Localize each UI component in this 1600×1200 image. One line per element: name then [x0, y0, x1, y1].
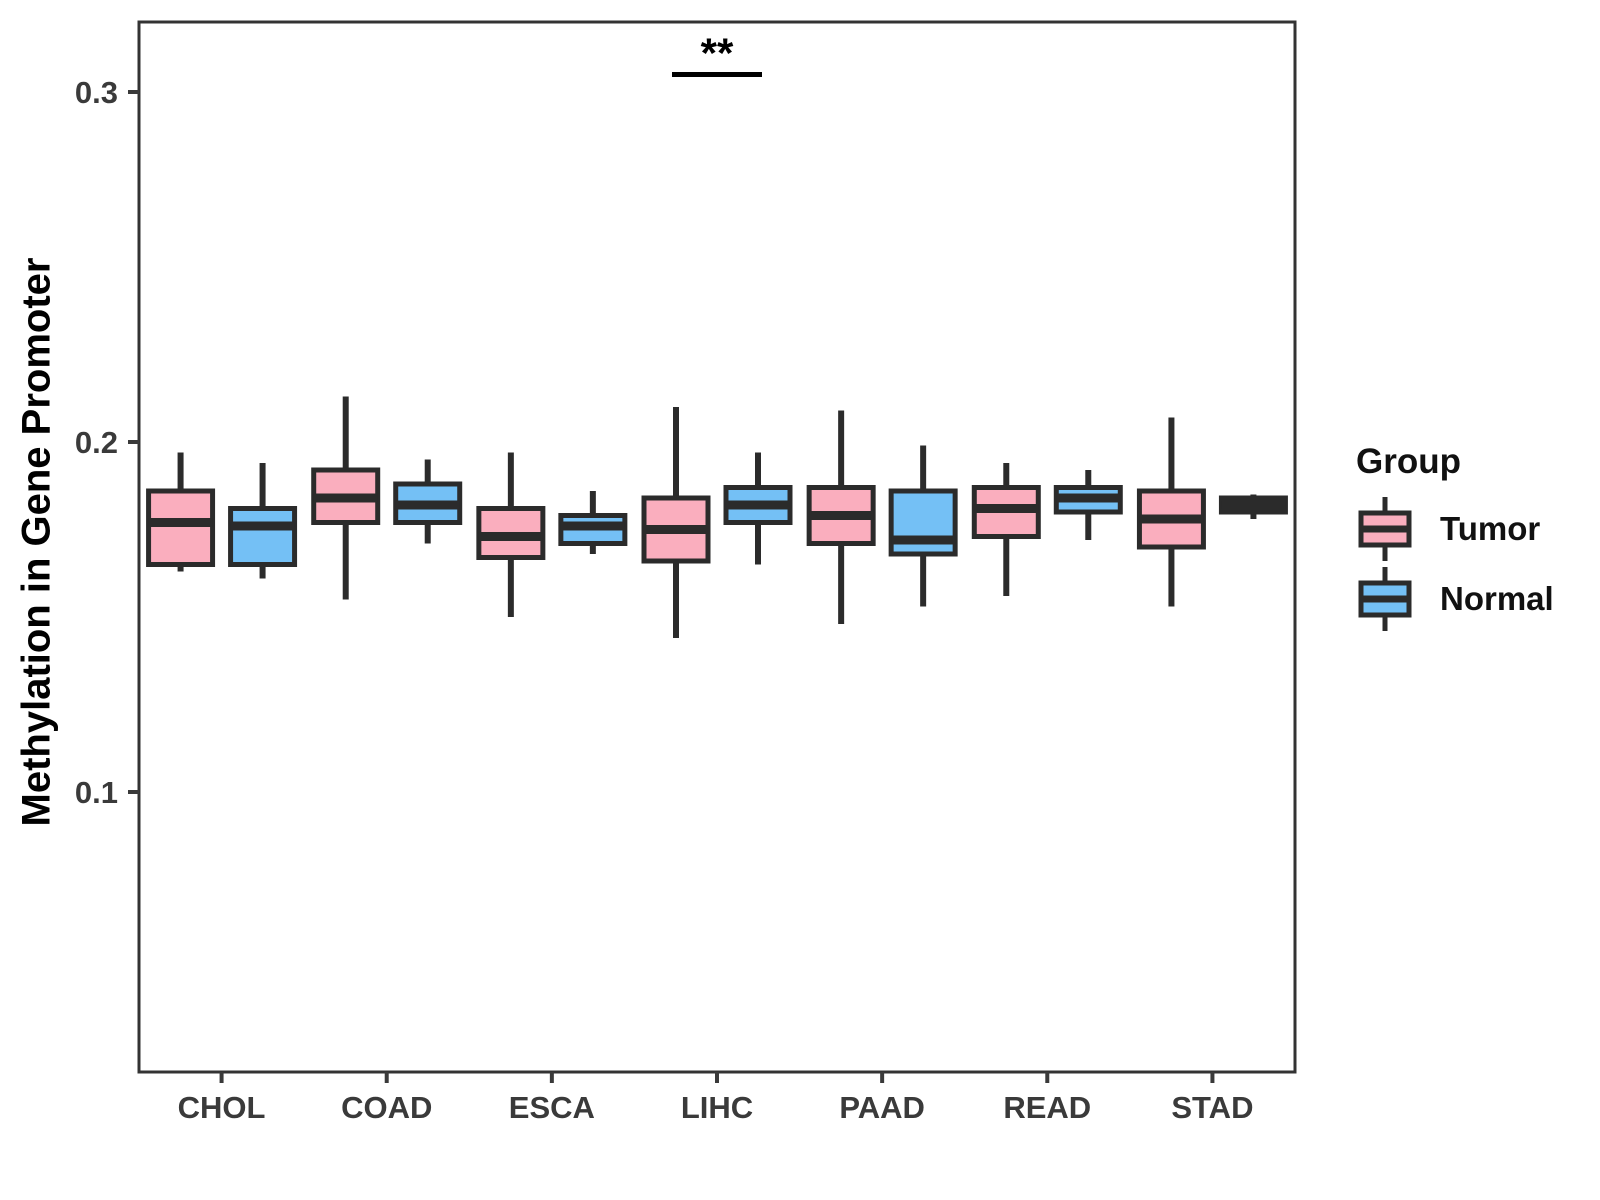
legend-item-normal: Normal: [1356, 564, 1554, 634]
y-tick-label: 0.3: [75, 75, 118, 110]
legend-label-normal: Normal: [1440, 580, 1554, 617]
legend-title: Group: [1356, 442, 1461, 481]
legend: Group Tumor Normal: [1356, 442, 1554, 634]
normal-boxplot-glyph-icon: [1358, 567, 1412, 631]
x-tick-label-CHOL: CHOL: [178, 1090, 266, 1125]
box-PAAD-Normal: [888, 488, 958, 557]
x-tick-label-STAD: STAD: [1171, 1090, 1253, 1125]
x-tick-label-READ: READ: [1003, 1090, 1091, 1125]
y-axis-title: Methylation in Gene Promoter: [14, 257, 59, 827]
x-tick-label-ESCA: ESCA: [509, 1090, 595, 1125]
x-tick-label-PAAD: PAAD: [839, 1090, 925, 1125]
y-tick-label: 0.1: [75, 775, 118, 810]
legend-label-tumor: Tumor: [1440, 510, 1541, 547]
legend-item-tumor: Tumor: [1356, 494, 1554, 564]
box-CHOL-Normal: [228, 506, 298, 567]
y-tick-label: 0.2: [75, 425, 118, 460]
box-CHOL-Tumor: [146, 488, 216, 567]
x-tick-label-LIHC: LIHC: [681, 1090, 753, 1125]
tumor-boxplot-glyph-icon: [1358, 497, 1412, 561]
significance-stars: **: [701, 30, 734, 77]
x-tick-label-COAD: COAD: [341, 1090, 432, 1125]
plot-panel: [137, 20, 1297, 1074]
